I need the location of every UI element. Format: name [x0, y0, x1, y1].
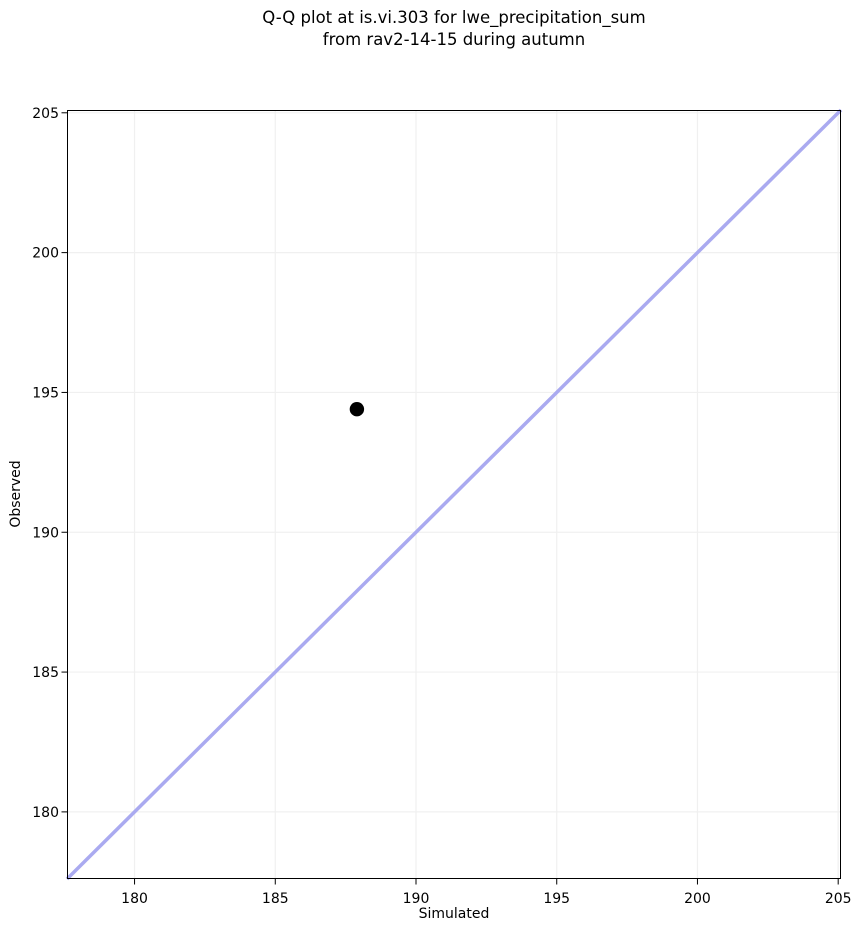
- x-tick-label: 180: [121, 891, 148, 907]
- y-tick-label: 185: [32, 665, 59, 681]
- y-tick-label: 180: [32, 805, 59, 821]
- x-tick-label: 195: [543, 891, 570, 907]
- data-point: [349, 402, 365, 417]
- identity-line: [65, 108, 843, 881]
- x-tick-label: 190: [403, 891, 430, 907]
- y-tick-label: 190: [32, 525, 59, 541]
- y-tick-label: 200: [32, 246, 59, 262]
- y-tick-label: 195: [32, 385, 59, 401]
- x-axis-label: Simulated: [418, 906, 490, 922]
- chart-title: Q-Q plot at is.vi.303 for lwe_precipitat…: [67, 7, 841, 51]
- x-tick-label: 185: [262, 891, 289, 907]
- x-tick-label: 200: [684, 891, 711, 907]
- y-axis-label: Observed: [8, 460, 24, 528]
- chart-title-line-1: Q-Q plot at is.vi.303 for lwe_precipitat…: [262, 8, 646, 27]
- x-tick-label: 205: [825, 891, 852, 907]
- chart-title-line-2: from rav2-14-15 during autumn: [322, 30, 586, 49]
- y-tick-label: 205: [32, 106, 59, 122]
- plot-border: [67, 110, 841, 879]
